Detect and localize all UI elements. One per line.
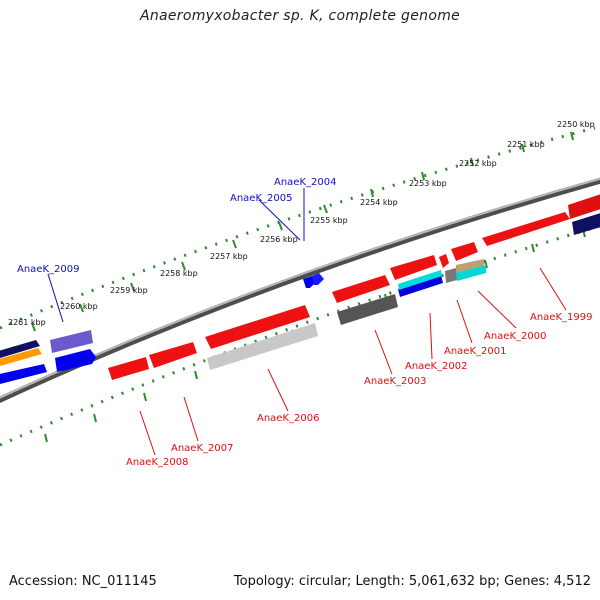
gene-label-anaek-2000: AnaeK_2000: [484, 331, 546, 342]
gene-label-anaek-2007: AnaeK_2007: [171, 443, 233, 454]
tick-label-2260: 2260 kbp: [60, 302, 98, 311]
tick-label-2252: 2252 kbp: [459, 159, 497, 168]
gene-label-anaek-2004: AnaeK_2004: [274, 177, 336, 188]
gene-label-anaek-2006: AnaeK_2006: [257, 413, 319, 424]
tick-label-2253: 2253 kbp: [409, 179, 447, 188]
gene-feature: [332, 275, 390, 303]
tick-label-2254: 2254 kbp: [360, 198, 398, 207]
map-title: Anaeromyxobacter sp. K, complete genome: [139, 8, 461, 24]
gene-labels: AnaeK_2004 AnaeK_2005 AnaeK_2009 AnaeK_1…: [17, 177, 592, 468]
tick-label-2250: 2250 kbp: [557, 120, 595, 129]
gene-feature: [337, 294, 398, 325]
gene-feature: [398, 275, 443, 297]
gene-feature: [451, 242, 478, 261]
gene-feature: [149, 342, 197, 368]
gene-feature: [572, 213, 600, 235]
gene-feature: [108, 357, 149, 380]
gene-feature: [445, 268, 457, 283]
genome-backbone: [0, 177, 600, 404]
gene-label-anaek-2008: AnaeK_2008: [126, 457, 188, 468]
tick-label-2261: 2261 kbp: [8, 318, 46, 327]
gene-label-anaek-2005: AnaeK_2005: [230, 193, 292, 204]
tick-label-2258: 2258 kbp: [160, 269, 198, 278]
tick-track-lower: [0, 224, 600, 447]
gene-feature: [50, 330, 93, 353]
accession-text: Accession: NC_011145: [9, 574, 157, 589]
gene-feature: [439, 254, 449, 268]
gene-feature: [55, 349, 96, 372]
gene-feature: [312, 273, 324, 285]
gene-feature: [390, 255, 437, 280]
gene-feature: [456, 265, 486, 281]
gene-feature: [456, 259, 484, 275]
gene-label-anaek-2001: AnaeK_2001: [444, 346, 506, 357]
tick-label-2251: 2251 kbp: [507, 140, 545, 149]
tick-label-2257: 2257 kbp: [210, 252, 248, 261]
gene-feature: [398, 270, 442, 290]
tick-labels: 2250 kbp 2251 kbp 2252 kbp 2253 kbp 2254…: [8, 120, 595, 327]
gene-feature: [568, 194, 600, 219]
gene-label-anaek-2009: AnaeK_2009: [17, 264, 79, 275]
gene-label-anaek-2003: AnaeK_2003: [364, 376, 426, 387]
gene-feature: [207, 323, 318, 370]
tick-label-2256: 2256 kbp: [260, 235, 298, 244]
gene-feature: [0, 364, 47, 384]
tick-label-2255: 2255 kbp: [310, 216, 348, 225]
gene-label-anaek-1999: AnaeK_1999: [530, 312, 592, 323]
gene-feature: [0, 340, 40, 358]
tick-track-upper: [0, 126, 596, 330]
genome-summary-text: Topology: circular; Length: 5,061,632 bp…: [233, 574, 591, 589]
reverse-genes: [207, 259, 486, 370]
gene-label-anaek-2002: AnaeK_2002: [405, 361, 467, 372]
tick-label-2259: 2259 kbp: [110, 286, 148, 295]
gene-feature: [482, 212, 570, 246]
leader-lines: [47, 188, 567, 456]
gene-feature: [0, 348, 42, 366]
gene-feature: [205, 305, 310, 349]
forward-genes: [0, 194, 600, 384]
